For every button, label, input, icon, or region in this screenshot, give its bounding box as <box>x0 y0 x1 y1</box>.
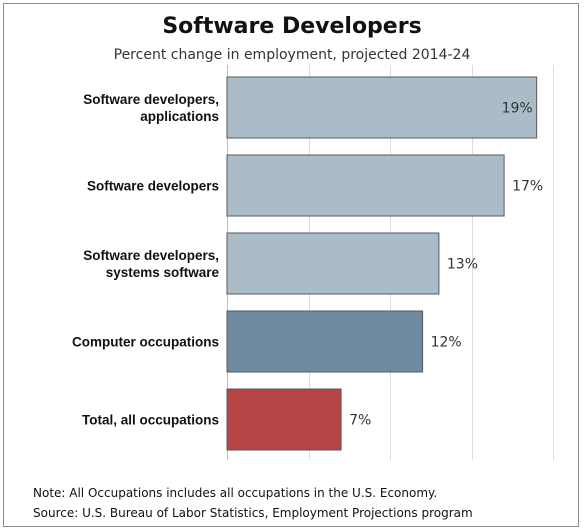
category-label: Software developers <box>87 179 219 194</box>
category-label: Software developers, systems software <box>83 248 219 280</box>
chart-title: Software Developers <box>162 14 422 39</box>
category-label: Total, all occupations <box>82 413 219 428</box>
bar <box>226 76 538 139</box>
value-label: 12% <box>431 335 462 351</box>
bar <box>226 154 505 217</box>
bar <box>226 388 342 451</box>
value-labels: 19% 17% 13% 12% 7% <box>349 101 543 429</box>
chart-note: Note: All Occupations includes all occup… <box>33 486 438 500</box>
value-label: 19% <box>502 101 533 117</box>
value-label: 17% <box>512 179 543 195</box>
category-labels: Software developers, applications Software… <box>72 92 220 428</box>
value-label: 13% <box>447 257 478 273</box>
category-label: Software developers, applications <box>83 92 219 124</box>
chart-source: Source: U.S. Bureau of Labor Statistics,… <box>33 506 473 520</box>
value-label: 7% <box>349 413 371 429</box>
bar <box>226 310 424 373</box>
category-label: Computer occupations <box>72 335 219 350</box>
bar <box>226 232 440 295</box>
bars <box>226 76 538 451</box>
chart-subtitle: Percent change in employment, projected … <box>113 47 471 63</box>
